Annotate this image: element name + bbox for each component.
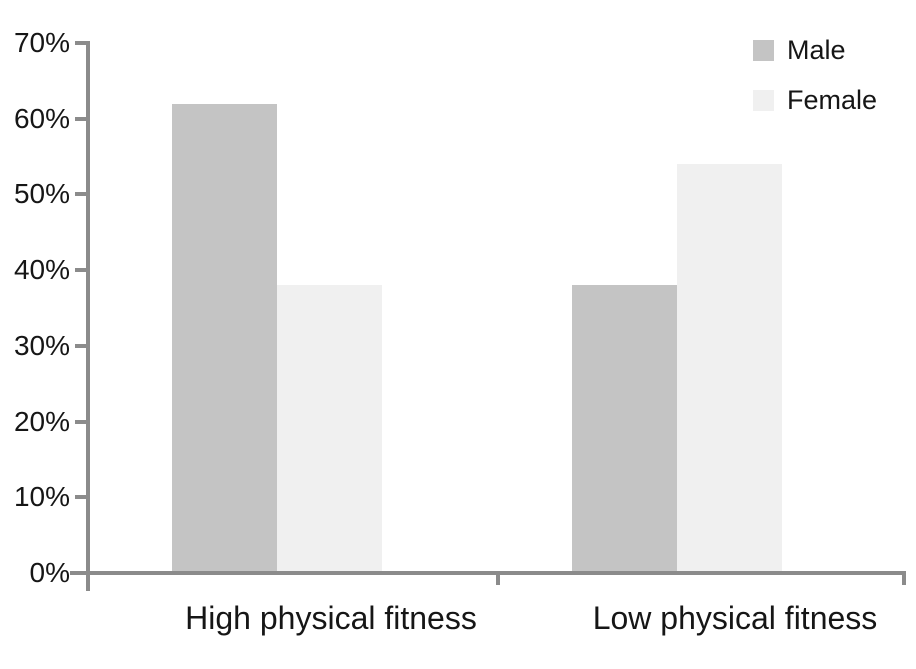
x-category-label: High physical fitness xyxy=(185,600,477,636)
y-tick-label: 0% xyxy=(29,557,70,588)
y-tick-mark xyxy=(75,117,86,121)
x-axis-tick xyxy=(496,571,500,585)
plot-area xyxy=(88,43,905,573)
male-legend-swatch xyxy=(753,40,774,61)
bar-male-group2 xyxy=(572,285,677,573)
y-tick-mark xyxy=(75,420,86,424)
y-tick-mark xyxy=(75,41,86,45)
y-tick-mark xyxy=(75,192,86,196)
bar-female-group1 xyxy=(277,285,382,573)
y-tick-mark xyxy=(75,571,86,575)
bar-female-group2 xyxy=(677,164,782,573)
y-tick-label: 70% xyxy=(13,27,70,58)
x-category-label: Low physical fitness xyxy=(592,600,878,636)
legend-item-female: Female xyxy=(753,87,877,114)
y-tick-mark xyxy=(75,268,86,272)
y-tick-label: 50% xyxy=(13,178,70,209)
y-tick-label: 30% xyxy=(13,330,70,361)
y-tick-label: 20% xyxy=(13,406,70,437)
y-tick-mark xyxy=(75,495,86,499)
y-tick-label: 10% xyxy=(13,481,70,512)
legend-label: Male xyxy=(787,35,846,65)
x-axis-tick xyxy=(902,571,906,585)
y-tick-label: 60% xyxy=(13,103,70,134)
y-tick-mark xyxy=(75,344,86,348)
y-tick-label: 40% xyxy=(13,254,70,285)
bar-male-group1 xyxy=(172,103,277,573)
legend: Male Female xyxy=(753,37,877,114)
y-axis-line xyxy=(86,41,90,591)
legend-label: Female xyxy=(787,85,878,115)
legend-item-male: Male xyxy=(753,37,877,64)
x-axis-line xyxy=(70,571,906,575)
female-legend-swatch xyxy=(753,90,774,111)
